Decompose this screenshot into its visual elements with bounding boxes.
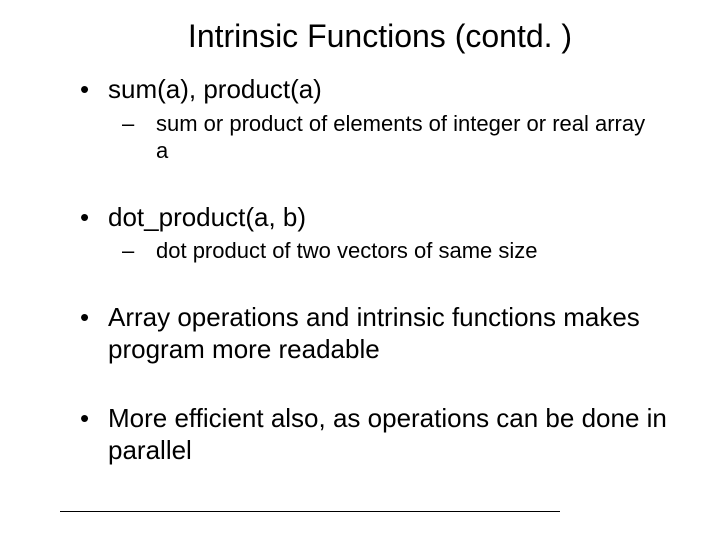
spacer: [50, 269, 670, 301]
spacer: [50, 370, 670, 402]
horizontal-rule: [60, 511, 560, 512]
slide: Intrinsic Functions (contd. ) sum(a), pr…: [0, 0, 720, 467]
bullet-subitem: dot product of two vectors of same size: [122, 237, 662, 265]
slide-title: Intrinsic Functions (contd. ): [50, 18, 670, 55]
bullet-item: sum(a), product(a): [80, 73, 670, 106]
bullet-item: dot_product(a, b): [80, 201, 670, 234]
bullet-subitem: sum or product of elements of integer or…: [122, 110, 662, 165]
bullet-item: More efficient also, as operations can b…: [80, 402, 670, 467]
bullet-item: Array operations and intrinsic functions…: [80, 301, 670, 366]
spacer: [50, 169, 670, 201]
